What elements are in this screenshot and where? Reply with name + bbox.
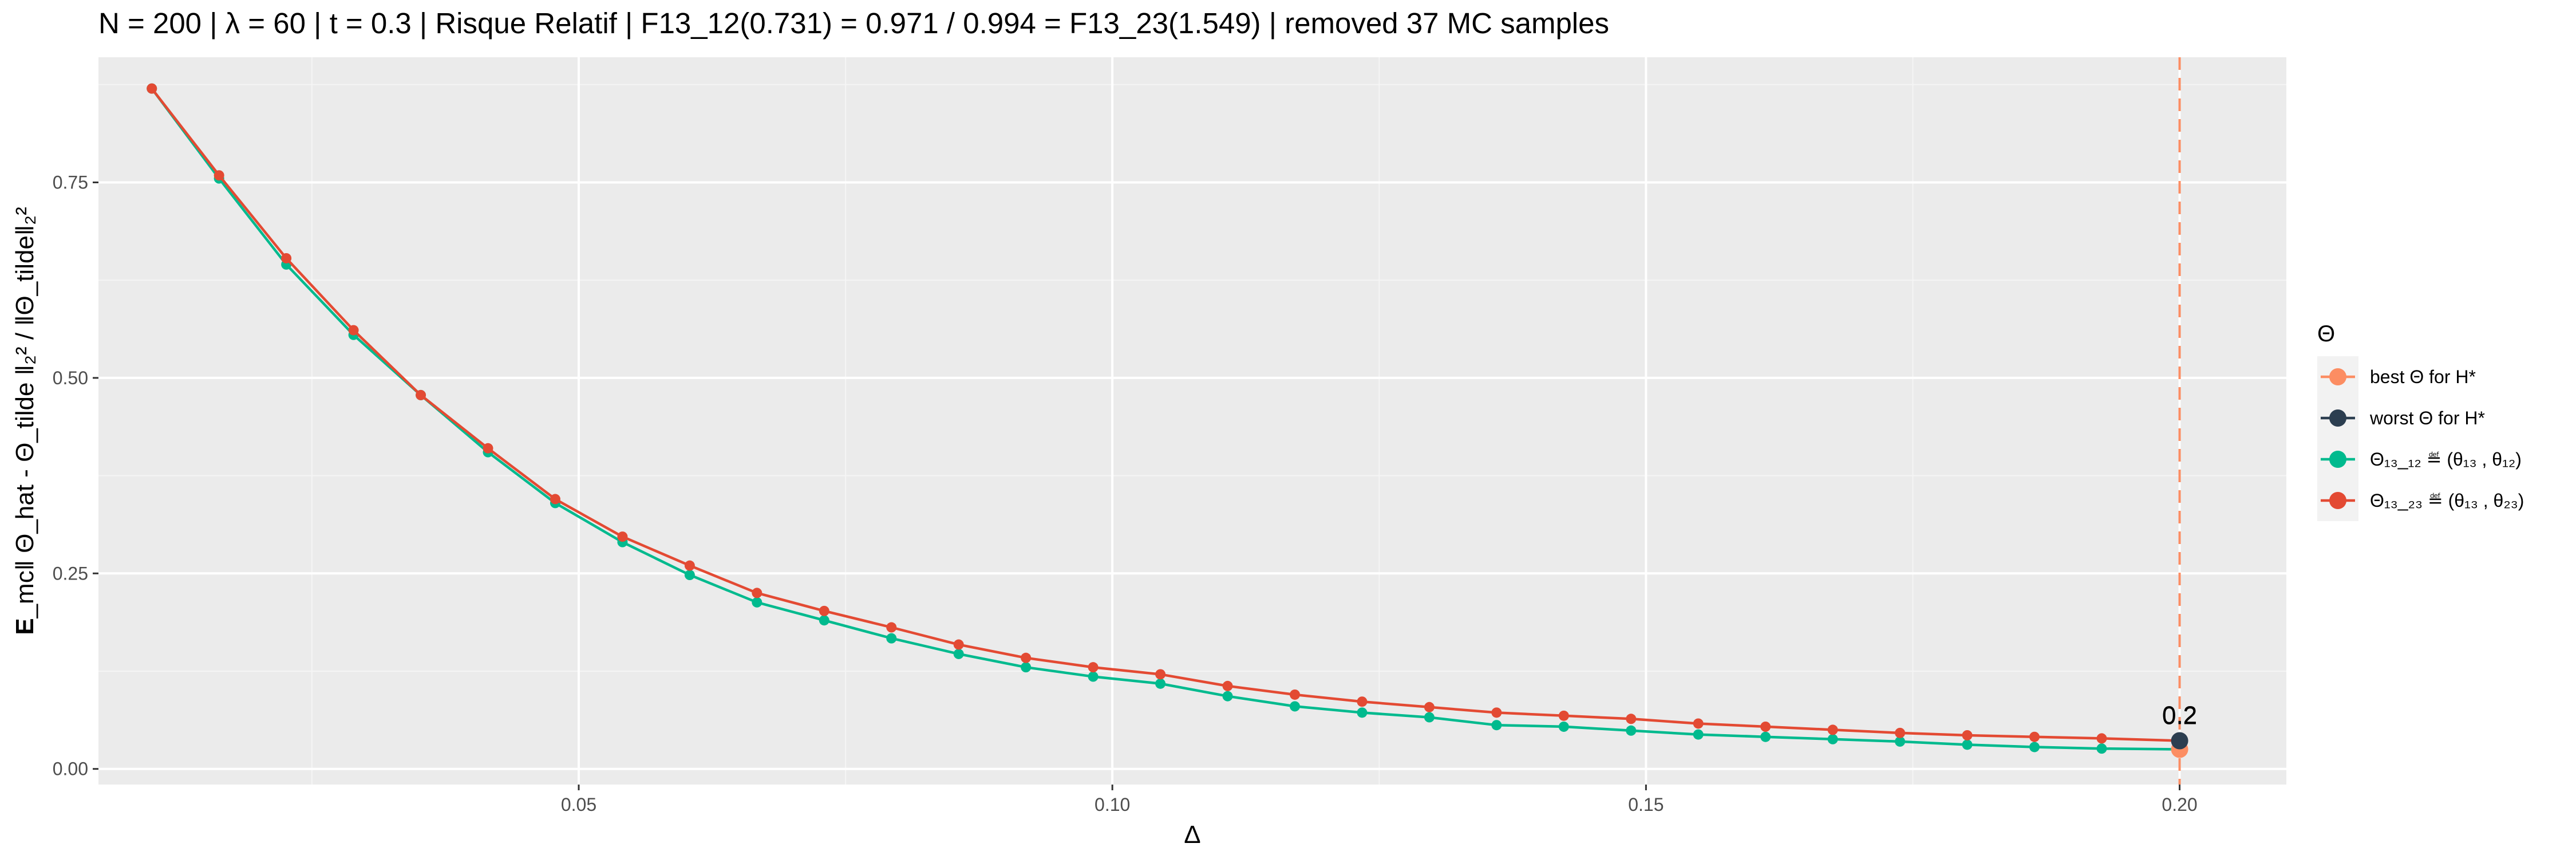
- series-2: [147, 83, 2185, 746]
- data-point: [550, 494, 560, 505]
- data-point: [1088, 662, 1099, 673]
- data-point: [684, 570, 695, 581]
- data-point: [1491, 707, 1502, 718]
- grid-minor: [98, 57, 2286, 785]
- y-axis: 0.00 0.25 0.50 0.75: [53, 172, 98, 779]
- data-point: [1962, 739, 1973, 750]
- legend-label: worst Θ for H*: [2369, 408, 2485, 428]
- data-point: [2029, 731, 2040, 742]
- data-point: [1827, 724, 1838, 735]
- data-point: [1626, 714, 1637, 724]
- data-point: [819, 615, 829, 626]
- y-axis-title: E_mc‖ Θ_hat - Θ_tilde ‖₂² / ‖Θ_tilde‖₂²: [11, 207, 39, 635]
- data-point: [1558, 710, 1569, 721]
- data-point: [684, 560, 695, 571]
- highlight-point-label: 0.2: [2162, 702, 2197, 730]
- data-point: [348, 325, 359, 336]
- highlight-point: [2171, 732, 2188, 750]
- y-axis-title-rest: _mc‖ Θ_hat - Θ_tilde ‖₂² / ‖Θ_tilde‖₂²: [11, 207, 39, 618]
- data-point: [1827, 734, 1838, 744]
- plot-panel: [98, 57, 2286, 785]
- data-point: [1021, 662, 1032, 673]
- data-point: [1222, 680, 1233, 691]
- data-point: [1491, 720, 1502, 731]
- data-point: [752, 597, 762, 608]
- data-point: [1088, 671, 1099, 682]
- data-point: [1693, 729, 1704, 740]
- data-point: [617, 531, 628, 542]
- data-point: [2029, 742, 2040, 752]
- legend-title: Θ: [2317, 321, 2335, 346]
- legend: Θ best Θ for H* worst Θ for H* Θ₁₃_₁₂ ≝ (θ…: [2317, 321, 2524, 521]
- x-tick-label: 0.10: [1095, 794, 1130, 815]
- legend-label: best Θ for H*: [2370, 367, 2476, 387]
- data-point: [1021, 652, 1032, 663]
- data-point: [953, 639, 964, 650]
- data-point: [1895, 727, 1906, 738]
- data-point: [2096, 733, 2107, 744]
- legend-label: Θ₁₃_₂₃ ≝ (θ₁₃ , θ₂₃): [2370, 490, 2524, 511]
- data-point: [2096, 743, 2107, 754]
- legend-key-point: [2329, 451, 2346, 468]
- data-point: [1424, 712, 1435, 723]
- legend-key-point: [2329, 409, 2346, 427]
- data-point: [1962, 730, 1973, 740]
- y-tick-label: 0.50: [53, 368, 88, 388]
- highlight-layer: 0.20.2: [2162, 702, 2197, 758]
- data-point: [886, 622, 897, 633]
- data-point: [1289, 689, 1300, 700]
- data-point: [1155, 678, 1166, 689]
- data-point: [281, 253, 292, 263]
- data-point: [1558, 721, 1569, 732]
- data-point: [819, 605, 829, 616]
- data-point: [416, 389, 426, 400]
- data-point: [752, 588, 762, 598]
- data-point: [483, 443, 493, 454]
- highlight-point-label: 0.2: [2162, 702, 2197, 730]
- legend-label: Θ₁₃_₁₂ ≝ (θ₁₃ , θ₁₂): [2370, 449, 2522, 470]
- data-point: [1895, 736, 1906, 747]
- grid-major: [98, 57, 2286, 785]
- data-point: [1155, 669, 1166, 680]
- x-tick-label: 0.15: [1628, 794, 1664, 815]
- x-tick-label: 0.05: [561, 794, 596, 815]
- legend-key-point: [2329, 368, 2346, 385]
- data-point: [953, 648, 964, 659]
- series-layer: [147, 83, 2185, 755]
- x-axis: 0.05 0.10 0.15 0.20: [561, 785, 2198, 815]
- y-tick-label: 0.75: [53, 172, 88, 192]
- x-tick-label: 0.20: [2162, 794, 2197, 815]
- data-point: [1760, 721, 1771, 732]
- y-axis-title-bold: E: [11, 618, 39, 635]
- x-axis-title: Δ: [1184, 821, 1200, 849]
- data-point: [1760, 731, 1771, 742]
- data-point: [1357, 707, 1368, 718]
- data-point: [147, 83, 157, 94]
- y-tick-label: 0.00: [53, 759, 88, 779]
- y-tick-label: 0.25: [53, 563, 88, 584]
- legend-key-point: [2329, 492, 2346, 509]
- data-point: [214, 170, 224, 181]
- data-point: [1424, 702, 1435, 712]
- data-point: [886, 633, 897, 644]
- data-point: [1626, 725, 1637, 736]
- data-point: [1289, 701, 1300, 712]
- data-point: [1357, 696, 1368, 707]
- chart-title: N = 200 | λ = 60 | t = 0.3 | Risque Rela…: [98, 7, 1609, 40]
- data-point: [1693, 718, 1704, 729]
- data-point: [1222, 691, 1233, 702]
